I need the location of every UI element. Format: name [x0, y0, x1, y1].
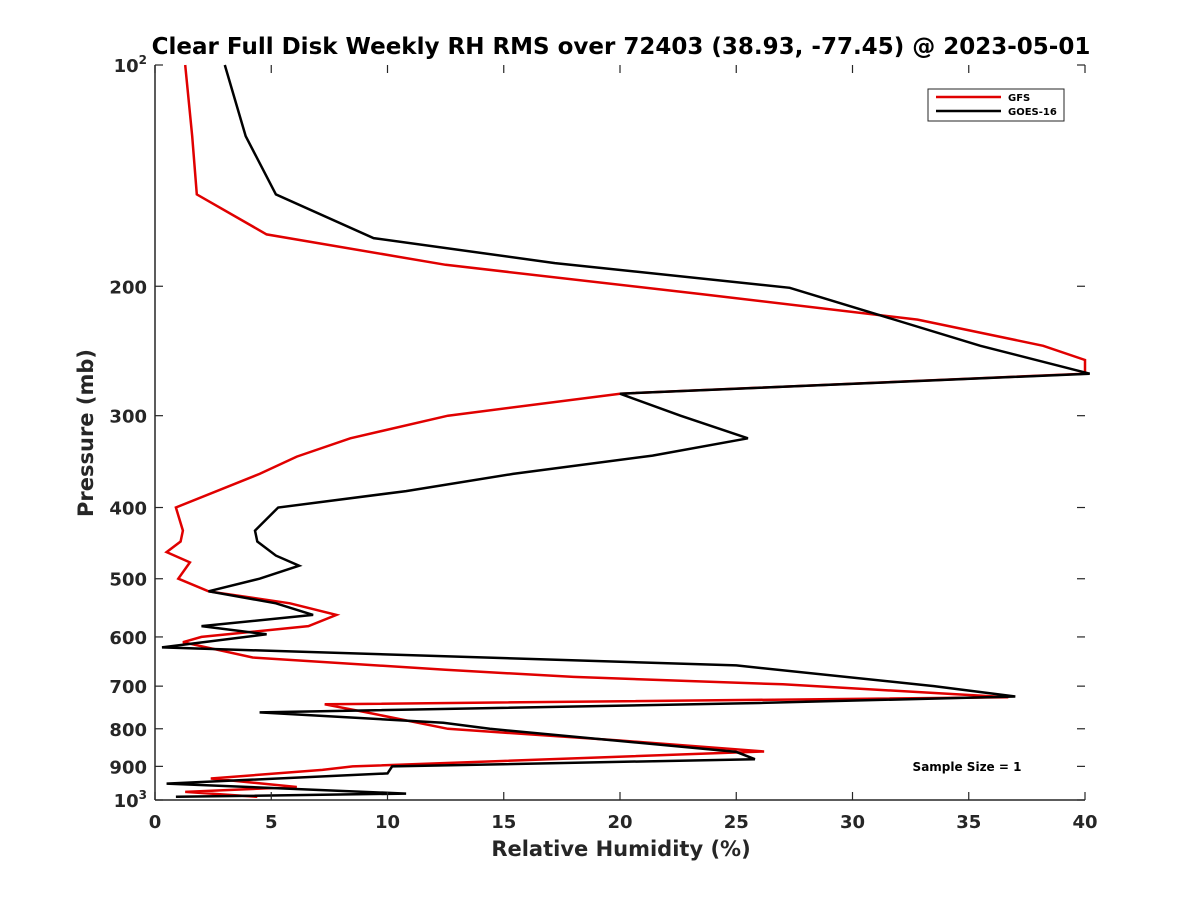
y-tick-label: 900: [109, 757, 147, 778]
plot-area: 0 5 10 15 20 25 30 35 40 102 200 300 400 500 600 700 80…: [109, 53, 1097, 833]
series-line-goes-16: [161, 64, 1091, 799]
y-tick-label: 700: [109, 677, 147, 698]
chart-title: Clear Full Disk Weekly RH RMS over 72403…: [152, 34, 1091, 60]
x-tick-label: 0: [149, 812, 162, 833]
y-tick-label: 400: [109, 499, 147, 520]
y-tick-label: 500: [109, 570, 147, 591]
x-axis-label: Relative Humidity (%): [491, 837, 750, 861]
y-tick-label: 300: [109, 407, 147, 428]
sample-size-annotation: Sample Size = 1: [913, 760, 1022, 774]
x-tick-label: 30: [840, 812, 865, 833]
x-tick-label: 10: [375, 812, 400, 833]
y-axis-label: Pressure (mb): [74, 349, 98, 517]
y-ticks: 102 200 300 400 500 600 700 800 900 103: [109, 53, 1085, 812]
legend: GFS GOES-16: [927, 88, 1065, 122]
series-layer: [161, 64, 1091, 799]
x-tick-label: 20: [607, 812, 632, 833]
x-ticks: 0 5 10 15 20 25 30 35 40: [149, 65, 1098, 833]
x-tick-label: 15: [491, 812, 516, 833]
plot-background: [155, 65, 1085, 800]
y-tick-label: 800: [109, 720, 147, 741]
y-tick-label: 600: [109, 628, 147, 649]
legend-label-gfs: GFS: [1008, 93, 1030, 104]
y-tick-label: 102: [114, 53, 147, 77]
y-tick-label: 200: [109, 277, 147, 298]
x-tick-label: 35: [956, 812, 981, 833]
legend-box: [927, 88, 1065, 122]
legend-label-goes-16: GOES-16: [1008, 107, 1057, 118]
y-tick-label: 103: [114, 788, 147, 812]
x-tick-label: 40: [1072, 812, 1097, 833]
x-tick-label: 5: [265, 812, 278, 833]
x-tick-label: 25: [724, 812, 749, 833]
